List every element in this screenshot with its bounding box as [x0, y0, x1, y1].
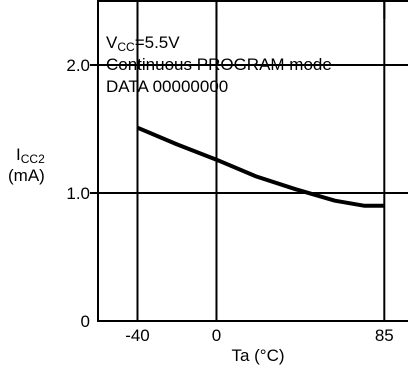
y-axis-label: ICC2 — [16, 145, 45, 166]
series-line — [136, 125, 385, 208]
x-axis-label: Ta (°C) — [231, 346, 284, 365]
y-axis-label-sub: CC2 — [21, 152, 45, 166]
condition-vcc-value: =5.5V — [135, 33, 181, 52]
y-tick-label: 1.0 — [66, 184, 90, 203]
x-tick-label: -40 — [125, 326, 150, 345]
condition-vcc-sub: CC — [117, 40, 135, 54]
condition-vcc: VCC=5.5V — [106, 33, 180, 54]
x-tick-label: 0 — [212, 326, 221, 345]
condition-mode: Continuous PROGRAM mode — [106, 55, 332, 74]
y-tick-label: 0 — [81, 312, 90, 331]
tick-layer: -40 0 85 2.0 1.0 0 — [66, 56, 393, 345]
series-layer — [136, 125, 385, 208]
y-axis-label-main: I — [16, 145, 21, 164]
y-tick-label: 2.0 — [66, 56, 90, 75]
x-tick-label: 85 — [375, 326, 394, 345]
condition-vcc-main: V — [106, 33, 118, 52]
y-axis-unit: (mA) — [8, 166, 45, 185]
condition-data: DATA 00000000 — [106, 77, 228, 96]
